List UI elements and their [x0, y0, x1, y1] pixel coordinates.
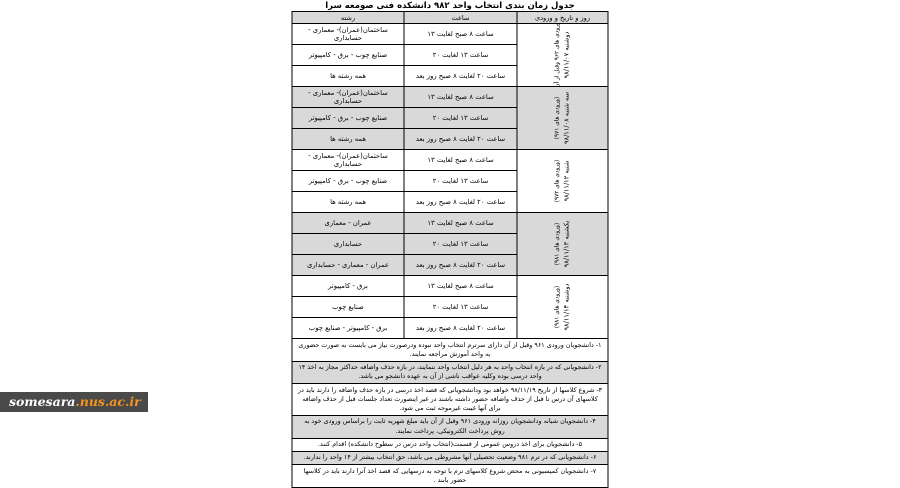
rotated-day-label: سه شنبه ۹۸/۱۱/۰۸ (ورودی های ۹۷۱) — [554, 92, 570, 144]
rotated-day-label: دوشنبه ۹۸/۱۱/۰۷ (ورودی های ۹۶۲ وقبل از آ… — [554, 23, 570, 87]
note-text: ۵- دانشجویان برای اخذ دروس عمومی از قسمت… — [291, 437, 609, 452]
note-text: ۱- دانشجویان ورودی ۹۶۱ وقبل از آن دارای … — [291, 338, 609, 362]
major-cell: برق - کامپیوتر — [291, 275, 405, 297]
day-cell: سه شنبه ۹۸/۱۱/۰۸ (ورودی های ۹۷۱) — [516, 86, 609, 150]
time-cell: ساعت ۸ صبح لغایت ۱۳ — [403, 86, 518, 108]
day-date: دوشنبه ۹۸/۱۱/۱۴ — [561, 283, 570, 331]
major-cell: صنایع چوب - برق - کامپیوتر — [291, 44, 405, 66]
day-date: یکشنبه ۹۸/۱۱/۱۳ — [561, 220, 570, 268]
watermark: somesara.nus.ac.ir — [0, 392, 148, 412]
time-cell: ساعت ۱۳ لغایت ۲۰ — [403, 107, 518, 129]
note-row: ۵- دانشجویان برای اخذ دروس عمومی از قسمت… — [291, 437, 609, 452]
time-cell: ساعت ۲۰ لغایت ۸ صبح روز بعد — [403, 191, 518, 213]
time-cell: ساعت ۲۰ لغایت ۸ صبح روز بعد — [403, 254, 518, 276]
major-cell: ساختمان(عمران)- معماری - حسابداری — [291, 86, 405, 108]
time-cell: ساعت ۱۳ لغایت ۲۰ — [403, 170, 518, 192]
note-row: ۲- دانشجویانی که در بازه انتخاب واحد به … — [291, 360, 609, 385]
major-cell: همه رشته ها — [291, 128, 405, 150]
major-cell: عمران - معماری - حسابداری — [291, 254, 405, 276]
note-row: ۴- دانشجویان شبانه ودانشجویان روزانه ورو… — [291, 414, 609, 439]
major-cell: صنایع چوب — [291, 296, 405, 318]
note-row: ۱- دانشجویان ورودی ۹۶۱ وقبل از آن دارای … — [291, 338, 609, 362]
table-row: ساعت ۲۰ لغایت ۸ صبح روز بعد عمران - معما… — [291, 254, 608, 276]
day-cell: دوشنبه ۹۸/۱۱/۱۴ (ورودی های ۹۸۱) — [516, 275, 609, 339]
major-cell: عمران - معماری — [291, 212, 405, 234]
rotated-day-label: شنبه ۹۸/۱۱/۱۲ (ورودی های ۹۷۲) — [554, 160, 570, 202]
day-date: سه شنبه ۹۸/۱۱/۰۸ — [561, 92, 570, 144]
table-row: ساعت ۲۰ لغایت ۸ صبح روز بعد برق - کامپیو… — [291, 317, 608, 339]
cohort-label: (ورودی های ۹۷۲) — [554, 159, 561, 203]
major-cell: برق - کامپیوتر - صنایع چوب — [291, 317, 405, 339]
note-row: ۶- دانشجویانی که در ترم ۹۸۱ وضعیت تحصیلی… — [291, 450, 609, 466]
time-cell: ساعت ۲۰ لغایت ۸ صبح روز بعد — [403, 65, 518, 87]
time-cell: ساعت ۲۰ لغایت ۸ صبح روز بعد — [403, 317, 518, 339]
table-row: ساعت ۱۳ لغایت ۲۰ حسابداری — [291, 233, 608, 255]
schedule-table: روز و تاریخ و ورودی ساعت رشته دوشنبه ۹۸/… — [291, 11, 609, 488]
header-major: رشته — [291, 11, 405, 24]
table-row: سه شنبه ۹۸/۱۱/۰۸ (ورودی های ۹۷۱) ساعت ۸ … — [291, 86, 609, 150]
note-text: ۷- دانشجویان کمیسیونی به محض شروع کلاسها… — [291, 464, 609, 488]
major-cell: همه رشته ها — [291, 65, 405, 87]
watermark-site: somesara — [9, 394, 76, 409]
major-cell: صنایع چوب - برق - کامپیوتر — [291, 170, 405, 192]
note-text: ۶- دانشجویانی که در ترم ۹۸۱ وضعیت تحصیلی… — [291, 450, 609, 466]
day-cell: دوشنبه ۹۸/۱۱/۰۷ (ورودی های ۹۶۲ وقبل از آ… — [516, 23, 609, 87]
major-cell: همه رشته ها — [291, 191, 405, 213]
time-cell: ساعت ۱۳ لغایت ۲۰ — [403, 296, 518, 318]
watermark-domain: .nus.ac.ir — [75, 394, 141, 409]
table-row: ساعت ۲۰ لغایت ۸ صبح روز بعد همه رشته ها — [291, 191, 608, 213]
note-text: ۳- شروع کلاسها از تاریخ ۹۸/۱۱/۱۹ خواهد ب… — [291, 383, 609, 416]
time-cell: ساعت ۸ صبح لغایت ۱۳ — [403, 23, 518, 45]
time-cell: ساعت ۲۰ لغایت ۸ صبح روز بعد — [403, 128, 518, 150]
time-cell: ساعت ۸ صبح لغایت ۱۳ — [403, 212, 518, 234]
time-cell: ساعت ۸ صبح لغایت ۱۳ — [403, 275, 518, 297]
cohort-label: (ورودی های ۹۶۲ وقبل از آن) — [554, 23, 561, 87]
table-row: ساعت ۲۰ لغایت ۸ صبح روز بعد همه رشته ها — [291, 128, 608, 150]
table-row: دوشنبه ۹۸/۱۱/۱۴ (ورودی های ۹۸۱) ساعت ۸ ص… — [291, 275, 609, 339]
cohort-label: (ورودی های ۹۷۱) — [554, 96, 561, 140]
header-row: روز و تاریخ و ورودی ساعت رشته — [291, 11, 609, 24]
note-text: ۴- دانشجویان شبانه ودانشجویان روزانه ورو… — [291, 414, 609, 439]
page: جدول زمان بندی انتخاب واحد ۹۸۲ دانشکده ف… — [0, 1, 609, 488]
day-date: دوشنبه ۹۸/۱۱/۰۷ — [561, 31, 570, 79]
major-cell: صنایع چوب - برق - کامپیوتر — [291, 107, 405, 129]
table-row: ساعت ۲۰ لغایت ۸ صبح روز بعد همه رشته ها — [291, 65, 608, 87]
time-cell: ساعت ۱۳ لغایت ۲۰ — [403, 44, 518, 66]
note-row: ۷- دانشجویان کمیسیونی به محض شروع کلاسها… — [291, 464, 609, 488]
note-row: ۳- شروع کلاسها از تاریخ ۹۸/۱۱/۱۹ خواهد ب… — [291, 383, 609, 416]
day-cell: یکشنبه ۹۸/۱۱/۱۳ (ورودی های ۹۸۱) — [516, 212, 609, 276]
day-date: شنبه ۹۸/۱۱/۱۲ — [561, 160, 570, 202]
table-row: ساعت ۱۳ لغایت ۲۰ صنایع چوب - برق - کامپی… — [291, 107, 608, 129]
rotated-day-label: یکشنبه ۹۸/۱۱/۱۳ (ورودی های ۹۸۱) — [554, 221, 570, 268]
table-row: یکشنبه ۹۸/۱۱/۱۳ (ورودی های ۹۸۱) ساعت ۸ ص… — [291, 212, 609, 276]
major-cell: ساختمان(عمران)- معماری - حسابداری — [291, 23, 405, 45]
time-cell: ساعت ۱۳ لغایت ۲۰ — [403, 233, 518, 255]
rotated-day-label: دوشنبه ۹۸/۱۱/۱۴ (ورودی های ۹۸۱) — [554, 284, 570, 331]
day-cell: شنبه ۹۸/۱۱/۱۲ (ورودی های ۹۷۲) — [516, 149, 609, 213]
header-time: ساعت — [403, 11, 518, 24]
major-cell: حسابداری — [291, 233, 405, 255]
header-day-date: روز و تاریخ و ورودی — [516, 11, 609, 24]
time-cell: ساعت ۸ صبح لغایت ۱۳ — [403, 149, 518, 171]
schedule-table-wrapper: روز و تاریخ و ورودی ساعت رشته دوشنبه ۹۸/… — [291, 11, 609, 488]
page-title: جدول زمان بندی انتخاب واحد ۹۸۲ دانشکده ف… — [325, 1, 575, 11]
note-text: ۲- دانشجویانی که در بازه انتخاب واحد به … — [291, 360, 609, 385]
cohort-label: (ورودی های ۹۸۱) — [554, 285, 561, 329]
major-cell: ساختمان(عمران)- معماری - حسابداری — [291, 149, 405, 171]
cohort-label: (ورودی های ۹۸۱) — [554, 222, 561, 266]
table-row: شنبه ۹۸/۱۱/۱۲ (ورودی های ۹۷۲) ساعت ۸ صبح… — [291, 149, 609, 213]
table-row: دوشنبه ۹۸/۱۱/۰۷ (ورودی های ۹۶۲ وقبل از آ… — [291, 23, 609, 87]
